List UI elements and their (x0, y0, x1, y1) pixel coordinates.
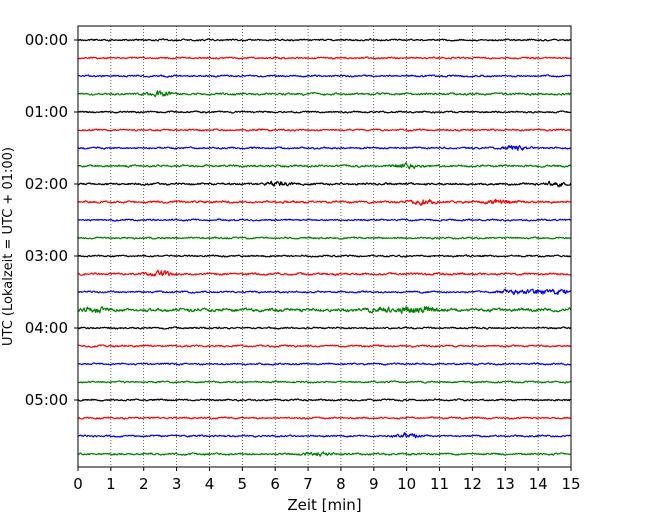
trace-0145 (77, 162, 572, 170)
x-tick-label-7: 7 (303, 475, 313, 493)
trace-0045 (77, 90, 572, 98)
x-axis-ticks: 0 1 2 3 4 5 6 7 8 9 10 11 12 13 14 15 (73, 467, 581, 493)
trace-0400 (77, 326, 572, 330)
x-tick-label-8: 8 (336, 475, 346, 493)
x-tick-label-9: 9 (369, 475, 379, 493)
x-tick-label-12: 12 (463, 475, 482, 493)
x-tick-label-2: 2 (139, 475, 149, 493)
x-tick-label-10: 10 (397, 475, 416, 493)
y-axis-ticks: 00:00 01:00 02:00 03:00 04:00 05:00 (25, 31, 78, 409)
trace-0030 (77, 74, 572, 78)
trace-0100 (77, 110, 572, 114)
x-tick-label-6: 6 (270, 475, 280, 493)
y-tick-label-00:00: 00:00 (25, 31, 68, 49)
y-tick-label-04:00: 04:00 (25, 319, 68, 337)
x-tick-label-3: 3 (172, 475, 182, 493)
trace-0215 (77, 198, 572, 206)
x-tick-label-4: 4 (205, 475, 215, 493)
x-tick-label-5: 5 (238, 475, 248, 493)
trace-0245 (77, 236, 572, 240)
x-tick-label-13: 13 (496, 475, 515, 493)
x-tick-label-1: 1 (106, 475, 116, 493)
trace-0200 (77, 180, 572, 188)
x-tick-label-11: 11 (430, 475, 449, 493)
trace-0015 (77, 56, 572, 60)
trace-0330 (77, 288, 572, 296)
trace-group (77, 38, 572, 457)
y-axis-label: UTC (Lokalzeit = UTC + 01:00) (1, 147, 16, 346)
trace-0000 (77, 38, 572, 42)
trace-0130 (77, 144, 572, 151)
trace-0415 (77, 344, 572, 348)
x-tick-label-0: 0 (73, 475, 83, 493)
trace-0445 (77, 380, 572, 384)
y-tick-label-03:00: 03:00 (25, 247, 68, 265)
x-tick-label-15: 15 (561, 475, 580, 493)
y-tick-label-01:00: 01:00 (25, 103, 68, 121)
trace-0300 (77, 254, 572, 258)
x-axis-label: Zeit [min] (287, 496, 361, 514)
y-tick-label-02:00: 02:00 (25, 175, 68, 193)
trace-0500 (77, 398, 572, 402)
trace-0115 (77, 128, 572, 132)
trace-0230 (77, 218, 572, 222)
trace-0545 (77, 451, 572, 457)
x-tick-label-14: 14 (529, 475, 548, 493)
trace-0515 (77, 416, 572, 420)
trace-0315 (77, 269, 572, 277)
y-tick-label-05:00: 05:00 (25, 391, 68, 409)
trace-0345 (77, 306, 572, 315)
trace-0530 (77, 432, 572, 439)
trace-0430 (77, 362, 572, 366)
plot-frame (77, 25, 572, 468)
